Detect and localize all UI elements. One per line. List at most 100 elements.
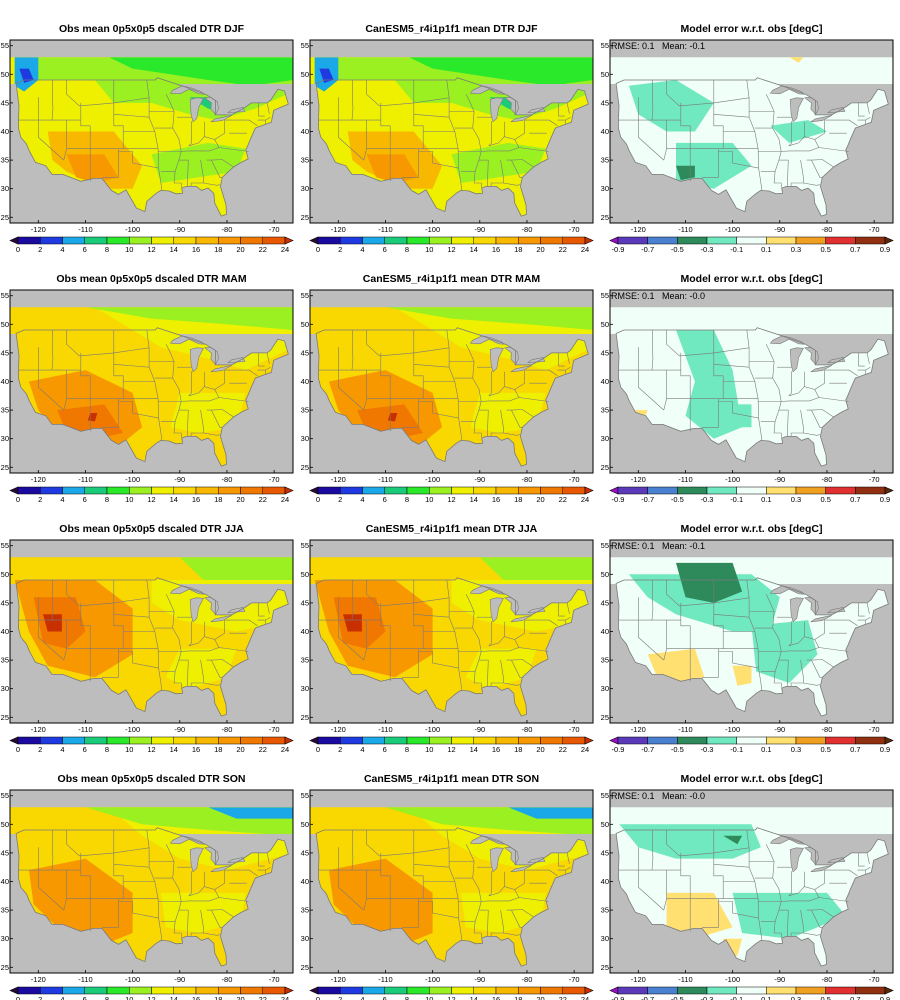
state-border [773,671,782,688]
colorbar-label: -0.1 [730,495,743,504]
state-border [746,829,763,941]
colorbar-label: 2 [38,245,42,254]
lat-tick-label: 40 [1,627,9,636]
state-border [113,364,150,368]
colorbar-label: -0.1 [730,245,743,254]
colorbar-label: 8 [405,745,409,754]
state-border [718,651,759,669]
colorbar-box [129,736,152,745]
colorbar-label: -0.9 [612,995,625,1000]
state-border [473,671,482,688]
state-border [51,830,54,871]
state-border [203,182,220,186]
great-lake [226,857,246,863]
field-region [366,154,419,183]
colorbar-label: 22 [559,995,567,1000]
colorbar-label: -0.7 [641,495,654,504]
state-border [787,160,789,187]
lon-tick-label: -70 [869,225,880,234]
state-border [787,410,789,437]
great-lake [526,607,546,613]
colorbar-label: 12 [447,245,455,254]
colorbar-label: 22 [559,495,567,504]
map-area [610,540,893,723]
colorbar-box [617,986,648,995]
lon-tick-label: -80 [522,725,533,734]
lat-tick-label: 30 [1,184,9,193]
colorbar-box [647,986,678,995]
colorbar-box [495,486,519,495]
error-map-mam: Model error w.r.t. obs [degC] 25 30 35 40 45 5… [601,273,894,504]
colorbar-box [218,736,241,745]
colorbar-box [340,736,363,745]
lon-tick-label: -70 [269,475,280,484]
colorbar-label: 10 [425,245,433,254]
colorbar-label: 2 [38,495,42,504]
colorbar-label: -0.9 [612,745,625,754]
lat-tick-label: 25 [601,963,609,972]
state-border [402,898,419,928]
panel-title: Model error w.r.t. obs [degC] [681,273,823,285]
colorbar-box [240,236,263,245]
lon-tick-label: -80 [222,725,233,734]
state-border [337,597,365,661]
colorbar-box [218,486,241,495]
state-border [181,136,220,152]
great-lake [826,357,846,363]
colorbar-box [677,486,708,495]
colorbar-label: 18 [214,245,222,254]
lon-tick-label: -80 [522,475,533,484]
colorbar-box [384,236,408,245]
colorbar-label: 14 [470,245,478,254]
state-border [113,597,150,604]
panel-title: Obs mean 0p5x0p5 dscaled DTR MAM [56,273,246,285]
colorbar-box [340,236,363,245]
state-border [66,648,91,682]
colorbar-box [540,236,563,245]
colorbar-label: 22 [259,745,267,754]
colorbar-box [84,236,108,245]
lat-tick-label: 35 [601,406,609,415]
colorbar-label: 4 [360,995,364,1000]
colorbar-box [262,986,286,995]
state-border [380,102,419,149]
colorbar-box [151,986,174,995]
state-border [413,364,450,368]
great-lake [189,847,204,873]
colorbar-box [617,736,648,745]
colorbar-label: 4 [360,745,364,754]
colorbar-box [106,736,130,745]
state-border [702,898,719,928]
state-border [446,79,463,191]
error-map-jja: Model error w.r.t. obs [degC] 25 30 35 40 45 5… [601,523,894,754]
colorbar-box [195,986,219,995]
state-border [203,682,220,686]
state-border [488,371,492,397]
colorbar-label: 0.1 [761,495,771,504]
colorbar-box [736,486,767,495]
state-border [224,369,258,377]
lon-tick-label: -120 [31,975,46,984]
colorbar-box [855,486,886,495]
panel-title: Obs mean 0p5x0p5 dscaled DTR DJF [59,23,245,35]
colorbar-box [317,236,341,245]
colorbar-box [173,486,197,495]
state-border [214,120,225,140]
state-border [713,114,750,118]
colorbar-label: 10 [125,245,133,254]
rmse-label: RMSE: 0.1 [611,41,655,51]
lon-tick-label: -110 [378,725,392,734]
colorbar-label: -0.9 [612,245,625,254]
colorbar-box [429,736,452,745]
lat-tick-label: 40 [601,877,609,886]
state-border [713,364,750,368]
state-border [146,829,163,941]
state-border [258,602,265,617]
country-border [615,77,889,217]
colorbar-box [173,236,197,245]
lat-tick-label: 25 [301,213,309,222]
colorbar-label: 4 [360,245,364,254]
great-lake [826,607,846,613]
colorbar-label: 24 [281,245,289,254]
lon-tick-label: -80 [522,975,533,984]
